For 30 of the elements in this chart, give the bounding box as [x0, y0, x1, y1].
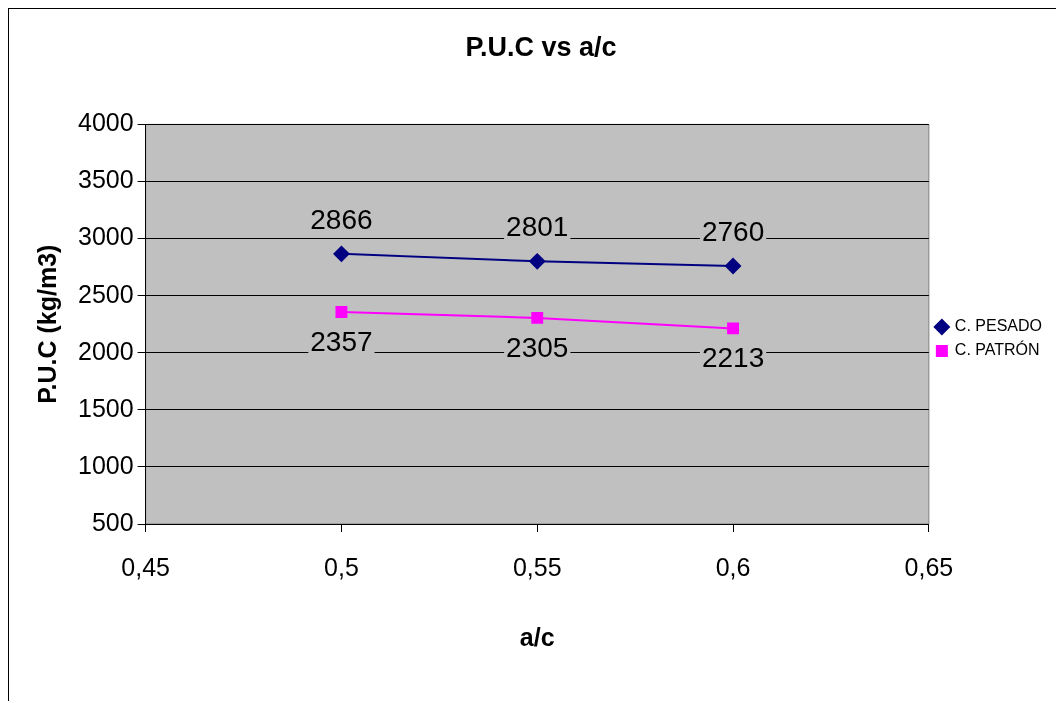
x-tick-label: 0,45: [121, 552, 170, 581]
y-tick-label: 500: [91, 507, 134, 536]
point: [333, 245, 350, 262]
x-tick-label: 0,55: [512, 552, 562, 581]
legend-label: C. PATRÓN: [954, 340, 1040, 359]
data-label: 2213: [701, 342, 765, 374]
x-tick-label: 0,6: [715, 552, 751, 581]
y-tick-label: 2000: [77, 336, 134, 365]
data-label: 2866: [310, 203, 373, 235]
x-tick-label: 0,5: [324, 552, 359, 581]
point: [529, 253, 546, 270]
data-label: 2357: [310, 325, 373, 357]
y-tick-label: 2500: [77, 279, 134, 308]
point: [727, 322, 739, 335]
legend-label: C. PESADO: [954, 317, 1043, 335]
data-label: 2760: [701, 215, 765, 247]
point: [335, 306, 348, 318]
y-axis-title: P.U.C (kg/m3): [32, 244, 61, 404]
y-tick-label: 1000: [77, 450, 134, 479]
y-tick-label: 3000: [77, 222, 134, 251]
y-tick-label: 1500: [77, 393, 134, 422]
y-tick-label: 3500: [77, 165, 134, 194]
y-tick-label: 4000: [77, 108, 134, 137]
x-axis-title: a/c: [519, 622, 555, 651]
chart-title: P.U.C vs a/c: [465, 31, 617, 62]
point: [725, 257, 742, 274]
data-label: 2305: [506, 331, 569, 363]
x-tick-label: 0,65: [904, 552, 954, 581]
data-label: 2801: [506, 211, 569, 243]
point: [531, 311, 544, 324]
